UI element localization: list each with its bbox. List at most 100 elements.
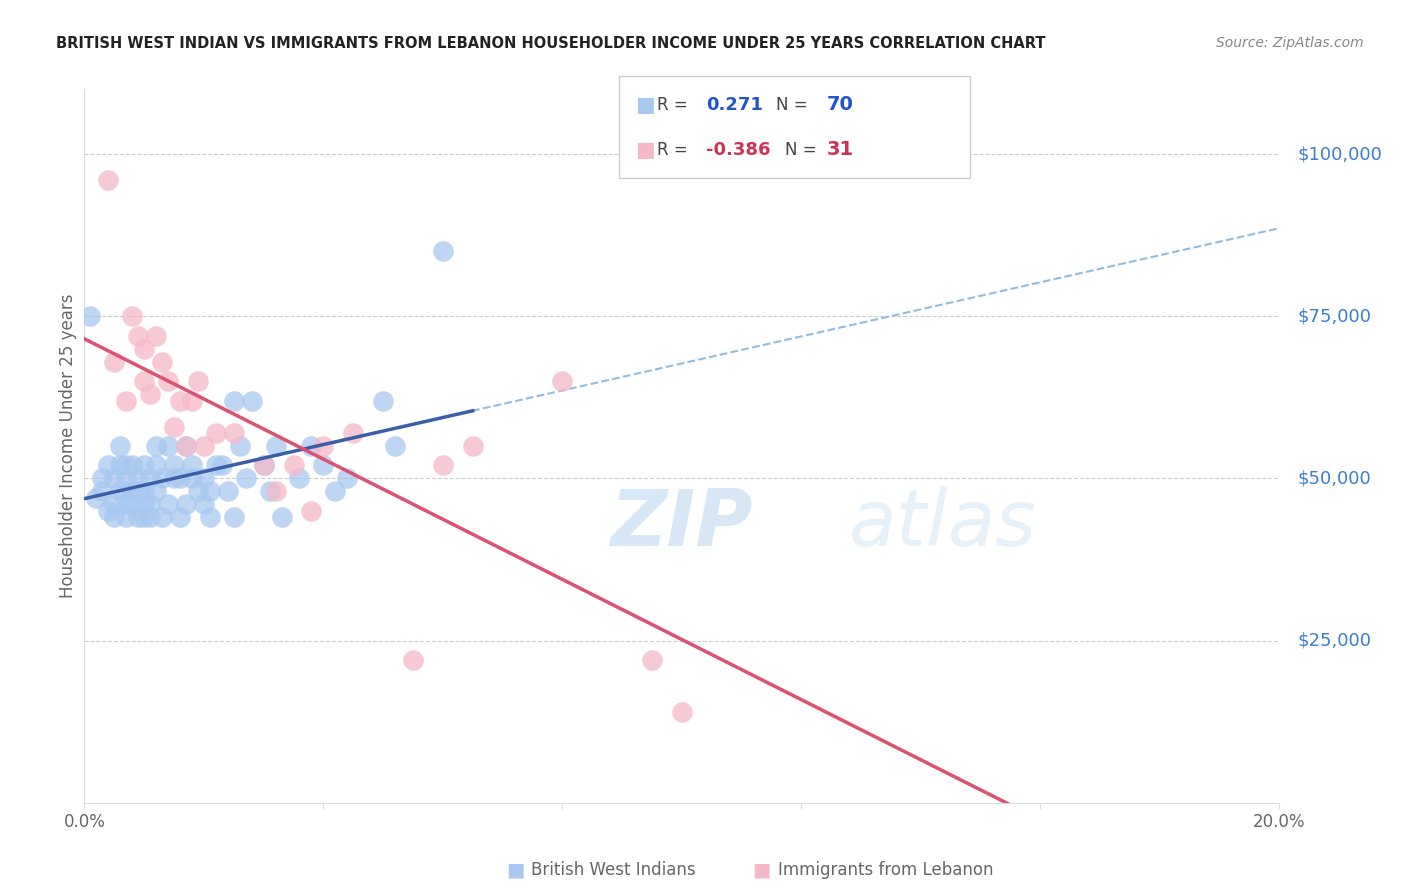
Point	[270, 510, 292, 524]
Point	[222, 425, 245, 440]
Point	[180, 471, 202, 485]
Point	[97, 173, 120, 187]
Point	[121, 484, 143, 499]
Point	[193, 471, 215, 485]
Point	[139, 471, 162, 485]
Point	[432, 244, 454, 259]
Point	[103, 510, 125, 524]
Point	[150, 471, 173, 485]
Point	[222, 510, 245, 524]
Point	[180, 458, 202, 473]
Point	[205, 425, 228, 440]
Point	[115, 510, 138, 524]
Point	[240, 393, 263, 408]
Point	[150, 510, 173, 524]
Text: ■: ■	[506, 860, 524, 880]
Text: Source: ZipAtlas.com: Source: ZipAtlas.com	[1216, 36, 1364, 50]
Point	[115, 471, 138, 485]
Point	[79, 310, 101, 324]
Point	[163, 458, 186, 473]
Point	[402, 653, 425, 667]
Point	[384, 439, 406, 453]
Text: ■: ■	[752, 860, 770, 880]
Point	[180, 393, 202, 408]
Point	[169, 393, 191, 408]
Point	[127, 471, 149, 485]
Point	[121, 458, 143, 473]
Point	[157, 439, 180, 453]
Text: -0.386: -0.386	[706, 141, 770, 159]
Point	[371, 393, 394, 408]
Point	[193, 439, 215, 453]
Point	[132, 342, 156, 356]
Point	[551, 374, 574, 388]
Text: $50,000: $50,000	[1298, 469, 1371, 487]
Point	[115, 484, 138, 499]
Point	[150, 354, 173, 368]
Point	[253, 458, 276, 473]
Text: $25,000: $25,000	[1298, 632, 1371, 649]
Point	[103, 471, 125, 485]
Point	[145, 328, 167, 343]
Text: N =: N =	[785, 141, 815, 159]
Point	[235, 471, 257, 485]
Point	[91, 484, 114, 499]
Text: ■: ■	[636, 140, 655, 160]
Point	[174, 497, 197, 511]
Text: R =: R =	[657, 95, 688, 113]
Point	[132, 374, 156, 388]
Point	[323, 484, 347, 499]
Point	[132, 510, 156, 524]
Point	[163, 419, 186, 434]
Point	[264, 484, 287, 499]
Point	[127, 328, 149, 343]
Point	[157, 497, 180, 511]
Point	[115, 458, 138, 473]
Point	[205, 458, 228, 473]
Point	[336, 471, 359, 485]
Point	[461, 439, 484, 453]
Point	[132, 458, 156, 473]
Point	[115, 393, 138, 408]
Point	[193, 497, 215, 511]
Point	[288, 471, 311, 485]
Point	[139, 497, 162, 511]
Point	[342, 425, 364, 440]
Point	[163, 471, 186, 485]
Point	[132, 497, 156, 511]
Point	[187, 484, 209, 499]
Point	[139, 510, 162, 524]
Point	[671, 705, 693, 719]
Text: British West Indians: British West Indians	[531, 861, 696, 879]
Text: $100,000: $100,000	[1298, 145, 1382, 163]
Point	[301, 439, 323, 453]
Point	[641, 653, 664, 667]
Point	[211, 458, 233, 473]
Text: N =: N =	[776, 95, 807, 113]
Point	[312, 439, 335, 453]
Point	[110, 439, 132, 453]
Text: 0.271: 0.271	[706, 95, 762, 113]
Point	[157, 374, 180, 388]
Point	[187, 374, 209, 388]
Point	[115, 497, 138, 511]
Point	[132, 484, 156, 499]
Point	[174, 439, 197, 453]
Point	[127, 484, 149, 499]
Point	[301, 504, 323, 518]
Text: 70: 70	[827, 95, 853, 114]
Point	[145, 484, 167, 499]
Point	[121, 497, 143, 511]
Text: BRITISH WEST INDIAN VS IMMIGRANTS FROM LEBANON HOUSEHOLDER INCOME UNDER 25 YEARS: BRITISH WEST INDIAN VS IMMIGRANTS FROM L…	[56, 36, 1046, 51]
Point	[259, 484, 281, 499]
Point	[253, 458, 276, 473]
Point	[103, 497, 125, 511]
Point	[169, 510, 191, 524]
Text: Immigrants from Lebanon: Immigrants from Lebanon	[778, 861, 993, 879]
Point	[264, 439, 287, 453]
Point	[198, 484, 221, 499]
Point	[139, 387, 162, 401]
Text: $75,000: $75,000	[1298, 307, 1371, 326]
Point	[97, 504, 120, 518]
Point	[110, 484, 132, 499]
